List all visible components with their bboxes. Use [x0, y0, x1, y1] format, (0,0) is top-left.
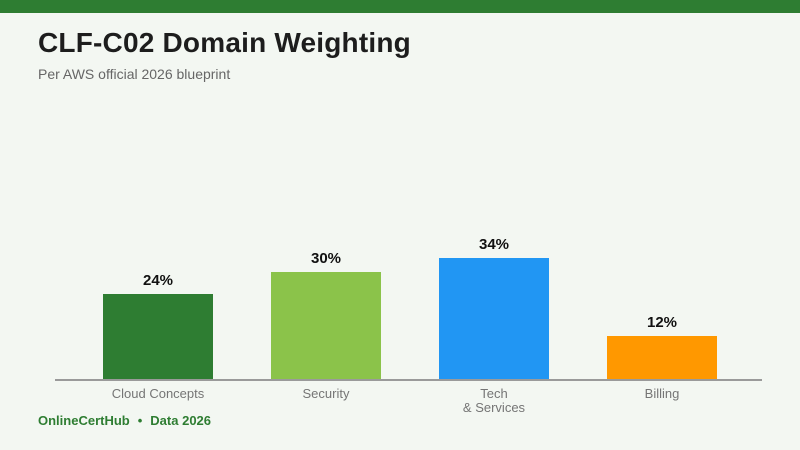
bars-row: 24% 30% 34% 12% — [74, 0, 746, 379]
bar — [607, 336, 717, 379]
bar-column: 34% — [410, 236, 578, 379]
x-axis-line — [55, 379, 762, 381]
page-title: CLF-C02 Domain Weighting — [38, 27, 411, 58]
bar-column: 24% — [74, 272, 242, 379]
footer-separator: • — [137, 413, 143, 428]
bar-value-label: 34% — [478, 236, 510, 253]
category-label: Security — [302, 386, 350, 401]
bar-column: 12% — [578, 314, 746, 379]
bar-value-label: 30% — [310, 250, 342, 267]
bar-value-label: 12% — [646, 314, 678, 331]
top-accent-bar — [0, 0, 800, 13]
category-label: Cloud Concepts — [111, 386, 205, 401]
bar — [439, 258, 549, 379]
bar — [271, 272, 381, 379]
category-label: Billing — [644, 386, 680, 401]
bar-column: 30% — [242, 250, 410, 379]
footer-brand: OnlineCertHub — [38, 413, 130, 428]
footer: OnlineCertHub • Data 2026 — [38, 413, 211, 428]
bar — [103, 294, 213, 379]
category-labels-row: Cloud Concepts Security Tech & Services … — [74, 387, 746, 415]
page-subtitle: Per AWS official 2026 blueprint — [38, 66, 231, 82]
category-label: Tech & Services — [462, 386, 526, 415]
bar-value-label: 24% — [142, 272, 174, 289]
chart-header: CLF-C02 Domain Weighting Per AWS officia… — [38, 27, 411, 82]
footer-note: Data 2026 — [150, 413, 212, 428]
